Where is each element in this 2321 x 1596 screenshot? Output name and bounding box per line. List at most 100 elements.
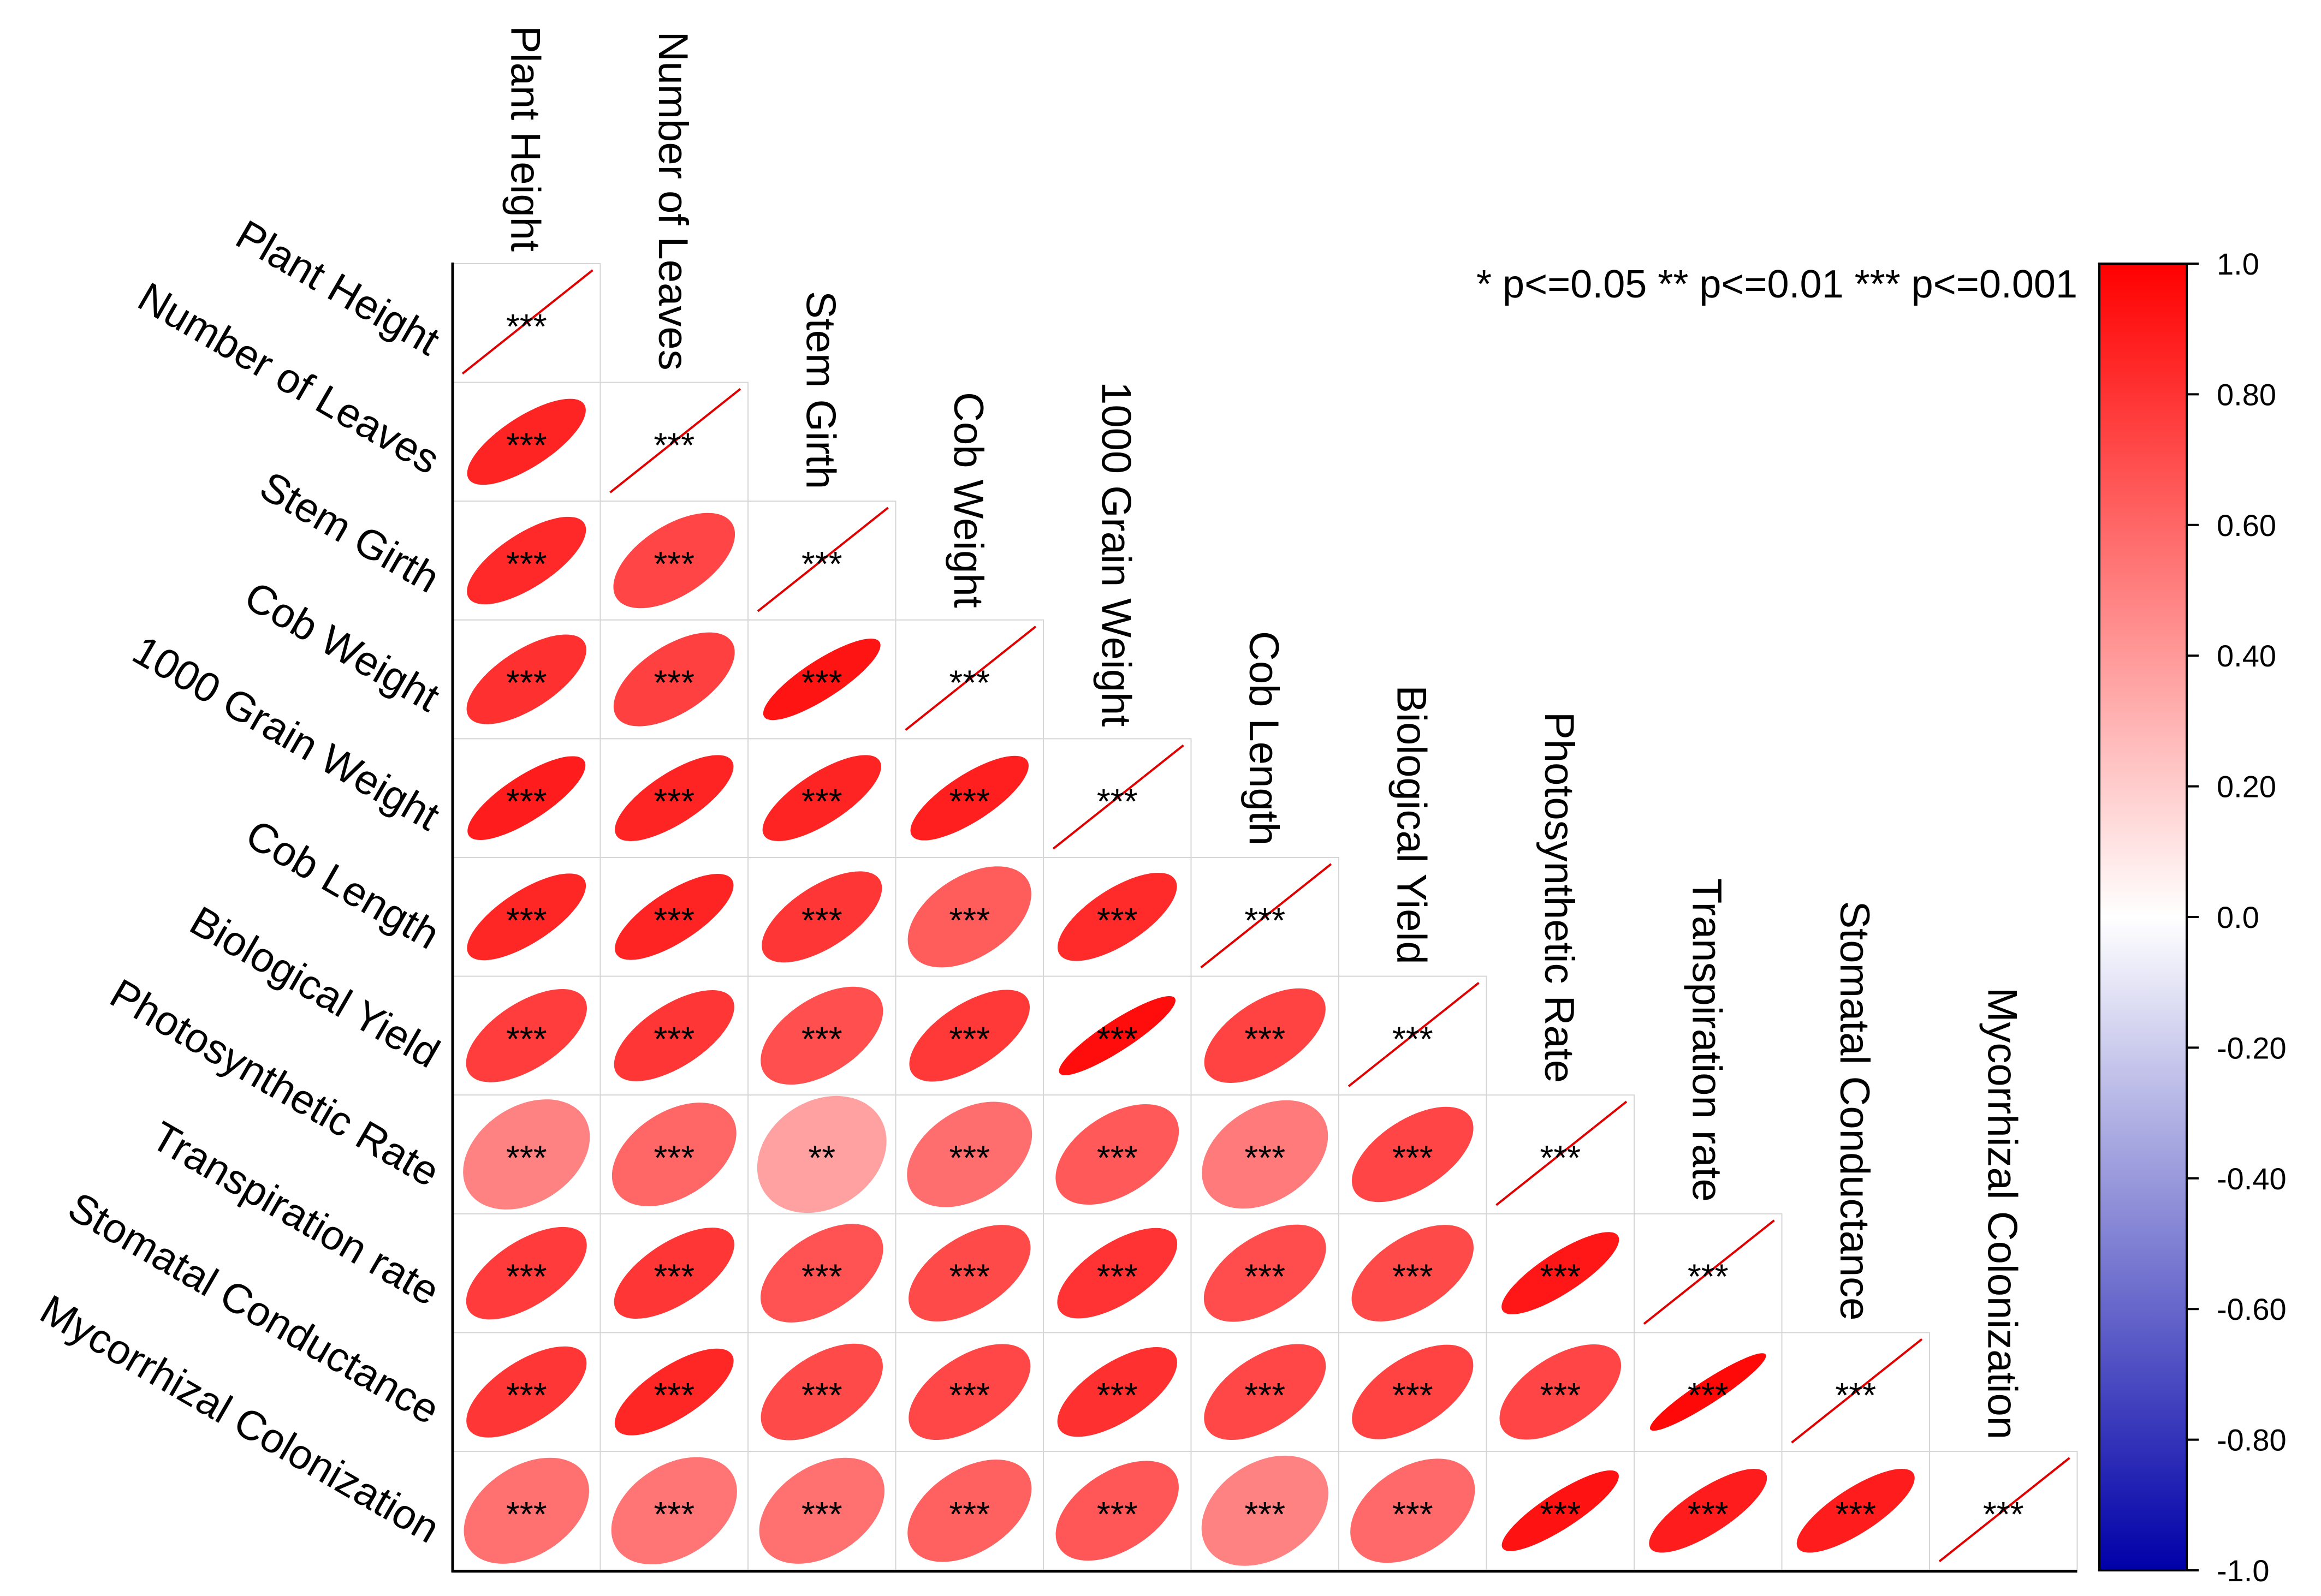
correlation-ellipse <box>466 634 586 724</box>
correlation-ellipse <box>1499 1344 1622 1440</box>
cell-mycorrhizal-colonization-transpiration-rate: *** <box>1634 1451 1783 1571</box>
diagonal-line <box>609 388 741 493</box>
cell-number-of-leaves-number-of-leaves: *** <box>599 382 749 502</box>
significance-mark: *** <box>506 544 547 583</box>
significance-mark: *** <box>654 544 694 583</box>
cell-mycorrhizal-colonization-number-of-leaves: *** <box>599 1451 749 1571</box>
row-label-photosynthetic-rate: Photosynthetic Rate <box>102 970 447 1196</box>
significance-mark: *** <box>1244 1138 1285 1177</box>
significance-mark: *** <box>1540 1494 1581 1534</box>
cell-photosynthetic-rate-cob-weight: *** <box>895 1094 1044 1214</box>
correlation-ellipse <box>614 1228 734 1319</box>
colorbar-tick-label: 0.0 <box>2217 900 2259 934</box>
cell-transpiration-rate-plant-height: *** <box>452 1213 601 1333</box>
significance-mark: *** <box>506 1257 547 1296</box>
correlation-ellipse <box>467 398 586 485</box>
cell-photosynthetic-rate-photosynthetic-rate: *** <box>1486 1094 1635 1214</box>
significance-mark: *** <box>1097 1257 1138 1296</box>
cell-stomatal-conductance-cob-weight: *** <box>895 1332 1044 1452</box>
significance-mark: *** <box>949 1494 990 1534</box>
correlation-ellipse <box>613 513 735 609</box>
cell-cob-weight-cob-weight: *** <box>895 619 1044 740</box>
significance-mark: *** <box>1097 1375 1138 1415</box>
significance-mark: *** <box>1097 1019 1138 1058</box>
correlation-ellipse <box>1055 1461 1179 1561</box>
cell-1000-grain-weight-cob-weight: *** <box>895 738 1044 859</box>
diagonal-line <box>1643 1219 1775 1325</box>
cell-cob-length-cob-weight: *** <box>895 857 1044 977</box>
cell-stem-girth-plant-height: *** <box>452 501 601 621</box>
cell-mycorrhizal-colonization-biological-yield: *** <box>1338 1451 1487 1571</box>
significance-mark: *** <box>1392 1257 1433 1296</box>
correlation-ellipse <box>615 755 734 842</box>
correlation-ellipse <box>612 1103 737 1206</box>
significance-mark: *** <box>802 663 842 702</box>
cell-biological-yield-1000-grain-weight: *** <box>1043 975 1192 1096</box>
correlation-ellipse <box>761 986 883 1085</box>
correlation-ellipse <box>467 873 586 961</box>
significance-mark: *** <box>1540 1257 1581 1296</box>
correlation-ellipse <box>615 873 734 960</box>
cell-biological-yield-cob-length: *** <box>1190 975 1339 1096</box>
cell-cob-weight-stem-girth: *** <box>747 619 897 740</box>
correlation-ellipse <box>1204 1344 1326 1440</box>
cell-mycorrhizal-colonization-cob-length: *** <box>1190 1451 1339 1571</box>
correlation-ellipse <box>1059 996 1176 1075</box>
cell-stem-girth-number-of-leaves: *** <box>599 501 749 621</box>
cell-biological-yield-stem-girth: *** <box>747 975 897 1096</box>
cell-biological-yield-number-of-leaves: *** <box>599 975 749 1096</box>
colorbar-tick-label: 0.20 <box>2217 770 2276 804</box>
significance-mark: *** <box>1244 1019 1285 1058</box>
column-label-number-of-leaves: Number of Leaves <box>650 32 696 371</box>
column-label-plant-height: Plant Height <box>502 26 548 252</box>
column-label-photosynthetic-rate: Photosynthetic Rate <box>1536 712 1582 1083</box>
correlation-ellipse <box>466 1226 587 1320</box>
correlation-ellipse <box>1350 1458 1475 1563</box>
correlation-ellipse <box>1796 1469 1915 1553</box>
correlation-ellipse <box>909 990 1030 1082</box>
cell-transpiration-rate-biological-yield: *** <box>1338 1213 1487 1333</box>
correlation-ellipse <box>907 1101 1032 1207</box>
row-label-stomatal-conductance: Stomatal Conductance <box>61 1183 447 1433</box>
significance-mark: *** <box>654 1375 694 1415</box>
significance-mark: *** <box>654 901 694 940</box>
significance-mark: *** <box>506 663 547 702</box>
significance-mark: *** <box>506 1019 547 1058</box>
correlation-ellipse <box>613 632 735 726</box>
colorbar-tick-label: -1.0 <box>2217 1553 2270 1588</box>
significance-mark: *** <box>654 1138 694 1177</box>
significance-mark: *** <box>506 425 547 464</box>
significance-mark: *** <box>1983 1494 2024 1534</box>
significance-mark: *** <box>949 782 990 821</box>
significance-mark: *** <box>949 901 990 940</box>
correlation-ellipse <box>907 866 1031 968</box>
column-label-cob-length: Cob Length <box>1240 631 1287 845</box>
significance-mark: *** <box>654 1019 694 1058</box>
cell-biological-yield-plant-height: *** <box>452 975 601 1096</box>
significance-mark: *** <box>1097 1138 1138 1177</box>
correlation-ellipse <box>763 638 881 720</box>
column-label-cob-weight: Cob Weight <box>945 392 992 608</box>
cell-transpiration-rate-stem-girth: *** <box>747 1213 897 1333</box>
cell-transpiration-rate-1000-grain-weight: *** <box>1043 1213 1192 1333</box>
colorbar-tick-label: -0.80 <box>2217 1423 2287 1457</box>
cell-stomatal-conductance-number-of-leaves: *** <box>599 1332 749 1452</box>
correlation-ellipse <box>909 1225 1031 1322</box>
significance-mark: *** <box>802 1375 842 1415</box>
cell-stomatal-conductance-biological-yield: *** <box>1338 1332 1487 1452</box>
significance-mark: *** <box>1097 901 1138 940</box>
cell-mycorrhizal-colonization-mycorrhizal-colonization: *** <box>1929 1451 2078 1571</box>
significance-mark: *** <box>802 782 842 821</box>
correlation-ellipse <box>757 1095 887 1213</box>
cell-1000-grain-weight-plant-height: *** <box>452 738 601 859</box>
column-label-biological-yield: Biological Yield <box>1388 685 1434 964</box>
correlation-ellipse <box>761 1343 883 1440</box>
correlation-ellipse <box>909 1344 1031 1440</box>
significance-mark: *** <box>949 1019 990 1058</box>
cell-biological-yield-cob-weight: *** <box>895 975 1044 1096</box>
significance-mark: *** <box>1835 1494 1876 1534</box>
correlation-ellipse <box>463 1099 590 1210</box>
significance-mark: *** <box>1097 1494 1138 1534</box>
significance-mark: *** <box>802 1494 842 1534</box>
correlation-ellipse <box>1352 1344 1474 1439</box>
